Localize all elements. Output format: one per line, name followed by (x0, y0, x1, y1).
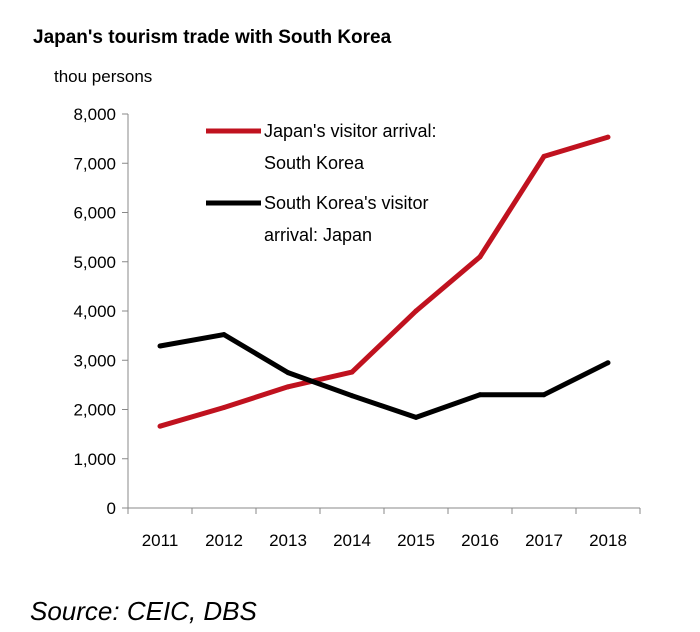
series-1-point (477, 254, 483, 260)
series-1-point (605, 134, 611, 140)
legend-label-1: South Korea (264, 153, 365, 173)
series-line-1 (159, 134, 609, 429)
x-tick-label: 2017 (525, 531, 563, 550)
y-tick-label: 8,000 (73, 105, 116, 124)
x-tick-label: 2016 (461, 531, 499, 550)
y-tick-label: 2,000 (73, 401, 116, 420)
series-2-point (541, 392, 547, 398)
x-tick-label: 2015 (397, 531, 435, 550)
series-2-point (413, 414, 419, 420)
x-tick-label: 2013 (269, 531, 307, 550)
x-tick-label: 2018 (589, 531, 627, 550)
legend-label-2: arrival: Japan (264, 225, 372, 245)
series-1-point (285, 384, 291, 390)
series-1-point (349, 369, 355, 375)
x-tick-label: 2014 (333, 531, 371, 550)
series-2-point (477, 392, 483, 398)
series-line-2 (159, 332, 610, 420)
x-tick-label: 2012 (205, 531, 243, 550)
series-2-point (605, 360, 611, 366)
series-1-point (541, 153, 547, 159)
chart-title: Japan's tourism trade with South Korea (33, 27, 392, 48)
x-tick-label: 2011 (142, 531, 179, 550)
legend-label-1: Japan's visitor arrival: (264, 121, 437, 141)
y-tick-label: 0 (107, 499, 116, 518)
legend-label-2: South Korea's visitor (264, 193, 429, 213)
unit-label: thou persons (54, 67, 153, 86)
y-tick-label: 3,000 (73, 351, 116, 370)
y-tick-label: 5,000 (73, 253, 116, 272)
series-1-point (413, 308, 419, 314)
source-note: Source: CEIC, DBS (30, 596, 257, 626)
series-2-point (349, 393, 355, 399)
y-tick-label: 6,000 (73, 204, 116, 223)
series-2-point (221, 332, 227, 338)
y-tick-label: 1,000 (73, 450, 116, 469)
y-tick-label: 7,000 (73, 154, 116, 173)
series-2-point (157, 343, 163, 349)
y-tick-label: 4,000 (73, 302, 116, 321)
series-2-point (285, 370, 291, 376)
series-1-point (157, 423, 163, 429)
series-1-point (221, 405, 227, 411)
